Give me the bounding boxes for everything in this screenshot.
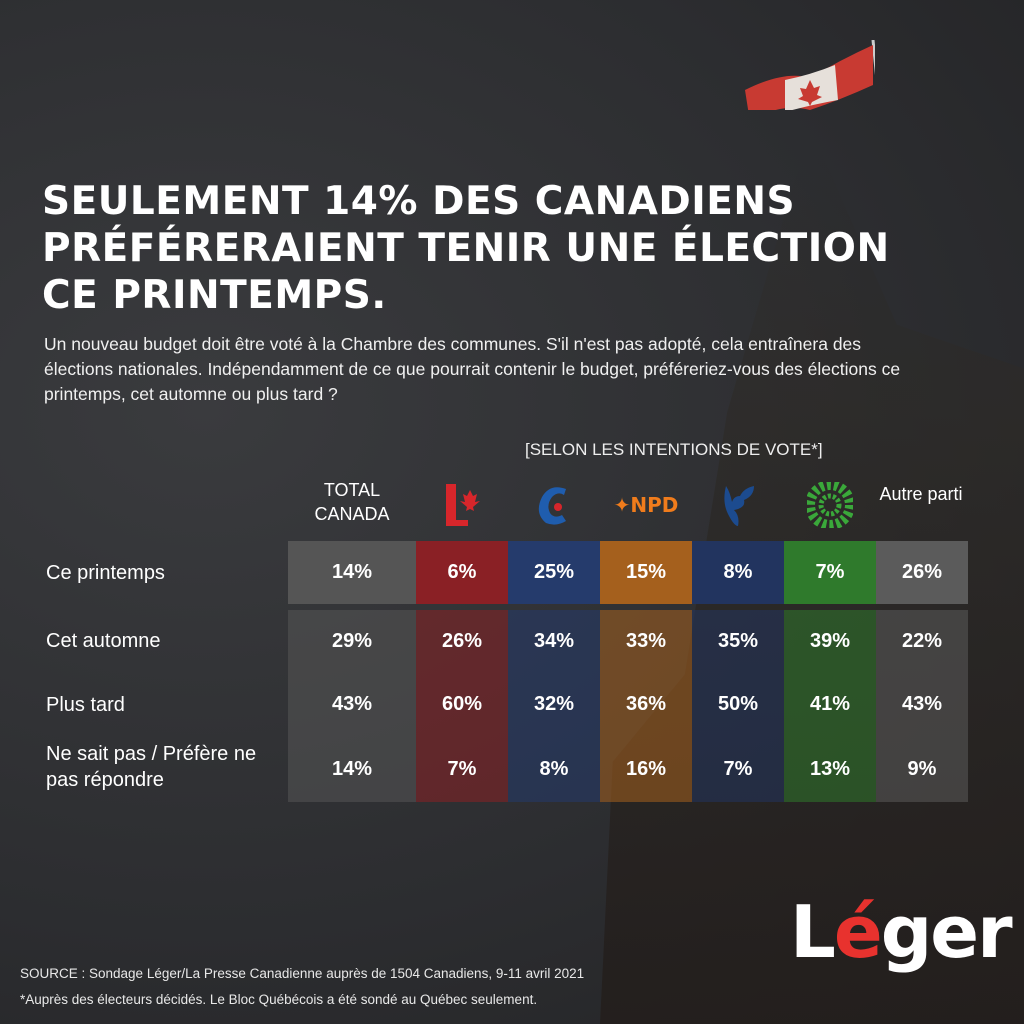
cell-background: [416, 737, 508, 802]
table-cell: 60%: [416, 672, 508, 737]
cell-background: [288, 672, 416, 737]
table-cell: 41%: [784, 672, 876, 737]
cell-background: [876, 672, 968, 737]
survey-question: Un nouveau budget doit être voté à la Ch…: [44, 334, 901, 404]
cell-background: [692, 737, 784, 802]
canada-flag-image: [745, 40, 875, 110]
table-cell: 26%: [416, 610, 508, 672]
cell-background: [600, 610, 692, 672]
table-cell: 15%: [600, 541, 692, 604]
cell-background: [876, 737, 968, 802]
cell-background: [288, 610, 416, 672]
table-cell: 39%: [784, 610, 876, 672]
cell-background: [288, 737, 416, 802]
cell-background: [508, 610, 600, 672]
cell-background: [876, 610, 968, 672]
cell-background: [508, 672, 600, 737]
table-cell: 9%: [876, 737, 968, 802]
table-cell: 16%: [600, 737, 692, 802]
ndp-logo-icon: ✦NPD: [613, 493, 679, 517]
cell-background: [784, 737, 876, 802]
table-cell: 43%: [876, 672, 968, 737]
table-cell: 35%: [692, 610, 784, 672]
cell-background: [416, 672, 508, 737]
cell-background: [784, 610, 876, 672]
row-label: Cet automne: [46, 630, 161, 652]
cell-background: [692, 672, 784, 737]
cell-background: [600, 737, 692, 802]
row-label: Plus tard: [46, 693, 125, 716]
cell-background: [508, 737, 600, 802]
table-cell: 13%: [784, 737, 876, 802]
table-cell: 8%: [692, 541, 784, 604]
row-label: Ce printemps: [46, 561, 165, 584]
ndp-label: NPD: [630, 493, 679, 517]
conservative-logo-icon: [508, 480, 600, 530]
table-cell: 29%: [288, 610, 416, 672]
headline: SEULEMENT 14% DES CANADIENS PRÉFÉRERAIEN…: [42, 179, 890, 318]
bloc-logo-icon: [692, 480, 784, 530]
column-header-other: Autre parti: [879, 484, 963, 504]
table-cell: 6%: [416, 541, 508, 604]
table-cell: 8%: [508, 737, 600, 802]
table-cell: 22%: [876, 610, 968, 672]
table-cell: 7%: [692, 737, 784, 802]
table-cell: 50%: [692, 672, 784, 737]
table-cell: 32%: [508, 672, 600, 737]
source-note: SOURCE : Sondage Léger/La Presse Canadie…: [20, 966, 585, 981]
table-cell: 25%: [508, 541, 600, 604]
group-label: [SELON LES INTENTIONS DE VOTE*]: [525, 440, 823, 459]
table-cell: 7%: [784, 541, 876, 604]
table-cell: 14%: [288, 541, 416, 604]
table-cell: 43%: [288, 672, 416, 737]
table-cell: 14%: [288, 737, 416, 802]
table-cell: 33%: [600, 610, 692, 672]
cell-background: [692, 610, 784, 672]
row-label: Ne sait pas / Préfère ne pas répondre: [46, 743, 257, 791]
table-cell: 36%: [600, 672, 692, 737]
cell-background: [784, 672, 876, 737]
table-cell: 34%: [508, 610, 600, 672]
table-cell: 26%: [876, 541, 968, 604]
column-header-total: TOTAL CANADA: [314, 480, 390, 524]
liberal-logo-icon: [416, 480, 508, 530]
leger-logo: Léger: [790, 890, 1013, 974]
cell-background: [600, 672, 692, 737]
green-logo-icon: [784, 480, 876, 530]
cell-background: [416, 610, 508, 672]
footnote: *Auprès des électeurs décidés. Le Bloc Q…: [20, 992, 538, 1007]
table-cell: 7%: [416, 737, 508, 802]
